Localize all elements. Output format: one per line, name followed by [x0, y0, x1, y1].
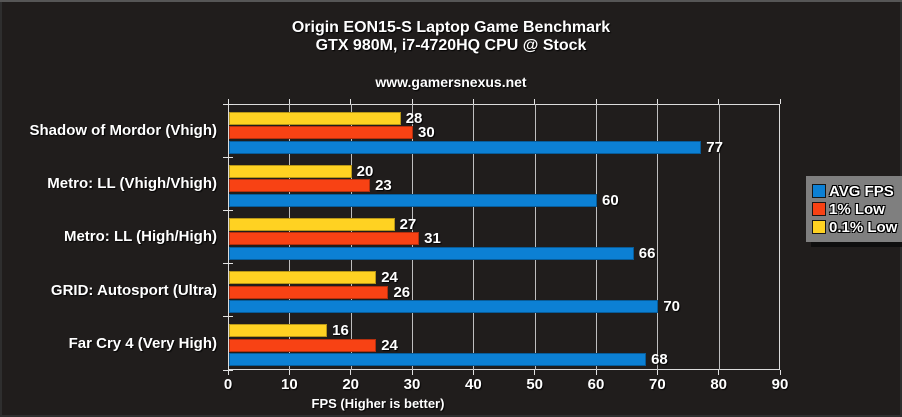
bar-0-1-low [229, 111, 401, 125]
bar-value-label: 23 [375, 177, 392, 195]
x-tick-label: 80 [710, 376, 727, 393]
y-axis-tick [223, 209, 233, 211]
bar-value-label: 31 [424, 230, 441, 248]
y-axis-tick [223, 369, 233, 371]
x-axis-title: FPS (Higher is better) [311, 396, 445, 411]
x-axis-tick [595, 99, 597, 104]
legend-label: 1% Low [829, 200, 885, 218]
bar-1-low [229, 126, 413, 139]
legend-swatch-avg-fps [812, 184, 826, 198]
bar-value-label: 24 [381, 269, 398, 287]
bar-value-label: 77 [706, 138, 723, 156]
x-axis-tick [350, 99, 352, 104]
bar-0-1-low [229, 271, 377, 285]
gridline [657, 104, 659, 370]
x-axis-tick [288, 370, 290, 375]
x-tick-label: 40 [464, 376, 482, 393]
x-axis-tick [595, 370, 597, 375]
plot-area [228, 104, 780, 370]
x-axis-tick [227, 99, 229, 104]
bar-value-label: 28 [405, 109, 423, 127]
x-axis-tick [534, 370, 536, 375]
x-axis-tick [411, 99, 413, 104]
bar-1-low [229, 338, 377, 352]
bar-0-1-low [229, 217, 395, 231]
bar-0-1-low [229, 324, 328, 338]
x-axis-tick [534, 99, 536, 104]
gridline [596, 104, 597, 370]
y-axis-tick [223, 263, 233, 265]
y-axis-tick [223, 156, 233, 158]
category-label: GRID: Autosport (Ultra) [50, 281, 217, 299]
bar-value-label: 30 [418, 124, 435, 141]
bar-1-low [229, 232, 420, 246]
bar-value-label: 70 [663, 298, 681, 316]
x-tick-label: 10 [280, 376, 298, 393]
x-tick-label: 20 [342, 376, 359, 393]
category-label: Shadow of Mordor (Vhigh) [29, 122, 217, 140]
bar-value-label: 16 [332, 322, 349, 340]
gridline [534, 104, 536, 370]
bar-value-label: 24 [381, 336, 398, 354]
website-text: www.gamersnexus.net [375, 74, 527, 90]
legend-item-0-1pct-low: 0.1% Low [812, 218, 897, 236]
bar-1-low [229, 285, 389, 299]
x-axis-tick [227, 370, 229, 375]
x-tick-label: 0 [223, 376, 233, 393]
x-axis-tick [288, 99, 290, 104]
x-axis-tick [411, 370, 413, 375]
legend-item-avg-fps: AVG FPS [812, 182, 897, 200]
bar-avg-fps [229, 300, 659, 314]
y-axis-tick [223, 316, 233, 318]
x-tick-label: 50 [526, 376, 543, 393]
x-tick-label: 30 [403, 376, 421, 393]
category-label: Far Cry 4 (Very High) [68, 334, 217, 352]
x-axis-tick [656, 370, 658, 375]
bar-value-label: 26 [393, 283, 411, 301]
x-axis-tick [718, 370, 720, 375]
bar-value-label: 20 [356, 162, 374, 180]
chart-subtitle: GTX 980M, i7-4720HQ CPU @ Stock [315, 37, 587, 54]
gridline [473, 104, 475, 370]
gridline [718, 104, 720, 370]
bar-1-low [229, 179, 371, 193]
x-axis-tick [779, 370, 781, 375]
legend-label: AVG FPS [829, 182, 894, 200]
chart-title: Origin EON15-S Laptop Game Benchmark [291, 19, 611, 36]
x-tick-label: 70 [648, 376, 666, 393]
x-tick-label: 60 [587, 376, 605, 393]
x-axis-tick [779, 99, 781, 104]
bar-avg-fps [229, 353, 647, 367]
x-tick-label: 90 [771, 376, 789, 393]
x-axis-tick [656, 99, 658, 104]
bar-avg-fps [229, 140, 702, 154]
y-axis-tick [223, 103, 233, 105]
x-axis-tick [472, 99, 474, 104]
bar-value-label: 66 [638, 244, 656, 262]
x-axis-tick [350, 370, 352, 375]
legend-item-1pct-low: 1% Low [812, 200, 897, 218]
bar-value-label: 68 [651, 351, 668, 369]
x-axis-tick [718, 99, 720, 104]
bar-avg-fps [229, 193, 597, 207]
legend: AVG FPS 1% Low 0.1% Low [806, 176, 902, 242]
legend-swatch-1pct-low [812, 202, 826, 216]
legend-swatch-0-1pct-low [812, 220, 826, 234]
legend-label: 0.1% Low [829, 218, 898, 236]
bar-avg-fps [229, 246, 634, 260]
bar-0-1-low [229, 164, 352, 178]
category-label: Metro: LL (High/High) [63, 228, 217, 246]
bar-value-label: 60 [602, 191, 619, 209]
bar-value-label: 27 [399, 215, 417, 233]
category-label: Metro: LL (Vhigh/Vhigh) [47, 175, 217, 193]
x-axis-tick [472, 370, 474, 375]
